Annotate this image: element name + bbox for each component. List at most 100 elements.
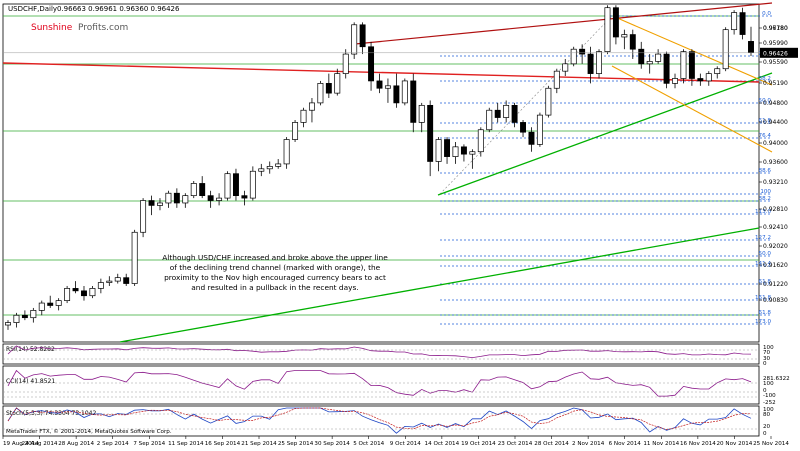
candle-body-88 — [748, 41, 754, 53]
annotation-line-4: and resulted in a pullback in the recent… — [191, 283, 358, 292]
candle-body-37 — [317, 83, 324, 104]
candle-body-49 — [418, 104, 425, 123]
date-tick-8: 25 Sep 2014 — [278, 441, 314, 447]
current-price-box — [760, 47, 798, 58]
candle-body-15 — [131, 231, 138, 284]
fib-anchor-line — [439, 15, 613, 195]
candle-body-2 — [21, 314, 28, 319]
candle-body-12 — [106, 280, 113, 283]
candle-body-61 — [520, 122, 527, 133]
cci-tick-2: 0 — [763, 388, 767, 394]
date-tick-16: 2 Nov 2014 — [572, 441, 605, 447]
candle-body-50 — [427, 104, 434, 162]
trend-lines — [2, 2, 773, 343]
candle-body-54 — [460, 146, 467, 155]
stoch-main-line — [7, 407, 752, 434]
date-tick-10: 5 Oct 2014 — [353, 441, 384, 447]
candle-body-19 — [165, 192, 172, 204]
price-tick-8: 0.93600 — [763, 159, 788, 166]
date-tick-11: 9 Oct 2014 — [390, 441, 421, 447]
fib-label-2: 38.2 — [759, 76, 771, 82]
candle-body-0 — [5, 322, 11, 326]
candle-body-73 — [621, 34, 628, 38]
fib-label-6: 88.6 — [759, 168, 772, 174]
footer-copyright: MetaTrader FTX, © 2001-2014, MetaQuotes … — [6, 428, 172, 435]
candle-body-38 — [325, 83, 332, 94]
cci-line — [7, 369, 752, 397]
fib-label-4: 61.8 — [759, 118, 772, 124]
annotation-line-1: Although USD/CHF increased and broke abo… — [162, 253, 388, 262]
cci-label: CCI(14) 41.8521 — [6, 378, 55, 385]
price-axis: 0.96780 0.95990 0.95590 0.95190 0.94800 0.944… — [3, 25, 798, 304]
date-tick-2: 28 Aug 2014 — [58, 441, 94, 447]
stoch-panel: Stoch(5,3,3) 74.3304 73.1042 — [2, 405, 760, 437]
fib-label-12: 141.4 — [755, 261, 771, 267]
date-tick-4: 7 Sep 2014 — [133, 441, 165, 447]
fib-label-3: 50.0 — [759, 98, 772, 104]
date-tick-1: 24 Aug 2014 — [22, 441, 58, 447]
candle-body-36 — [308, 102, 315, 111]
fib-label-9: 113.0 — [755, 209, 771, 215]
candle-body-40 — [342, 53, 349, 74]
candle-body-4 — [38, 302, 45, 311]
stoch-tick-1: 80 — [763, 412, 771, 418]
rsi-tick-0: 100 — [763, 345, 774, 351]
candle-body-65 — [553, 70, 560, 89]
brand-sunshine: Sunshine — [31, 23, 73, 33]
candle-body-75 — [638, 48, 645, 65]
candle-body-64 — [545, 87, 552, 116]
candle-body-57 — [486, 109, 493, 131]
brand-profits: Profits.com — [78, 23, 128, 33]
price-tick-9: 0.93210 — [763, 179, 788, 186]
candle-body-8 — [72, 288, 79, 292]
date-tick-12: 14 Oct 2014 — [425, 441, 460, 447]
cci-panel: CCI(14) 41.8521 — [2, 365, 760, 405]
candle-body-9 — [81, 290, 87, 297]
date-tick-19: 16 Nov 2014 — [680, 441, 716, 447]
price-tick-2: 0.95990 — [763, 40, 788, 47]
candle-body-78 — [663, 53, 670, 84]
candle-body-41 — [351, 24, 358, 55]
candle-body-82 — [697, 78, 704, 82]
candle-body-14 — [123, 277, 130, 284]
candle-body-48 — [410, 80, 417, 123]
rsi-panel: RSI(14) 52.8282 — [2, 343, 760, 365]
candle-body-16 — [140, 200, 147, 233]
candle-body-5 — [47, 302, 54, 306]
current-price-label: 0.96426 — [763, 50, 788, 57]
candle-body-84 — [714, 68, 721, 74]
date-tick-7: 21 Sep 2014 — [241, 441, 277, 447]
fib-label-15: 61.8 — [759, 310, 772, 316]
date-tick-6: 16 Sep 2014 — [205, 441, 241, 447]
fibonacci-lines — [439, 15, 772, 325]
date-tick-17: 6 Nov 2014 — [609, 441, 642, 447]
orange-channel-lower — [611, 65, 773, 153]
rsi-line — [7, 345, 752, 359]
price-tick-11: 0.92410 — [763, 224, 788, 231]
candle-body-29 — [249, 170, 256, 199]
candle-body-6 — [55, 300, 62, 306]
candle-body-20 — [173, 192, 180, 204]
candle-body-11 — [97, 282, 104, 289]
candle-body-68 — [579, 48, 586, 55]
red-resistance-line — [2, 62, 760, 83]
indicator-lines — [3, 345, 759, 434]
price-tick-5: 0.94800 — [763, 100, 788, 107]
candle-body-10 — [89, 288, 96, 297]
date-tick-5: 11 Sep 2014 — [168, 441, 204, 447]
date-tick-3: 2 Sep 2014 — [97, 441, 129, 447]
candle-body-24 — [207, 195, 214, 201]
price-tick-12: 0.92020 — [763, 243, 788, 250]
short-term-support-line — [437, 72, 773, 196]
candle-body-13 — [114, 277, 121, 282]
chart-ohlc: 0.96663 0.96961 0.96360 0.96426 — [57, 5, 180, 13]
candle-body-60 — [511, 104, 518, 123]
candle-body-87 — [739, 12, 746, 35]
price-tick-1: 0.96780 — [763, 25, 788, 32]
candle-body-76 — [646, 61, 653, 65]
candle-body-86 — [731, 12, 738, 31]
candle-body-71 — [604, 7, 611, 52]
candle-body-72 — [612, 7, 619, 38]
